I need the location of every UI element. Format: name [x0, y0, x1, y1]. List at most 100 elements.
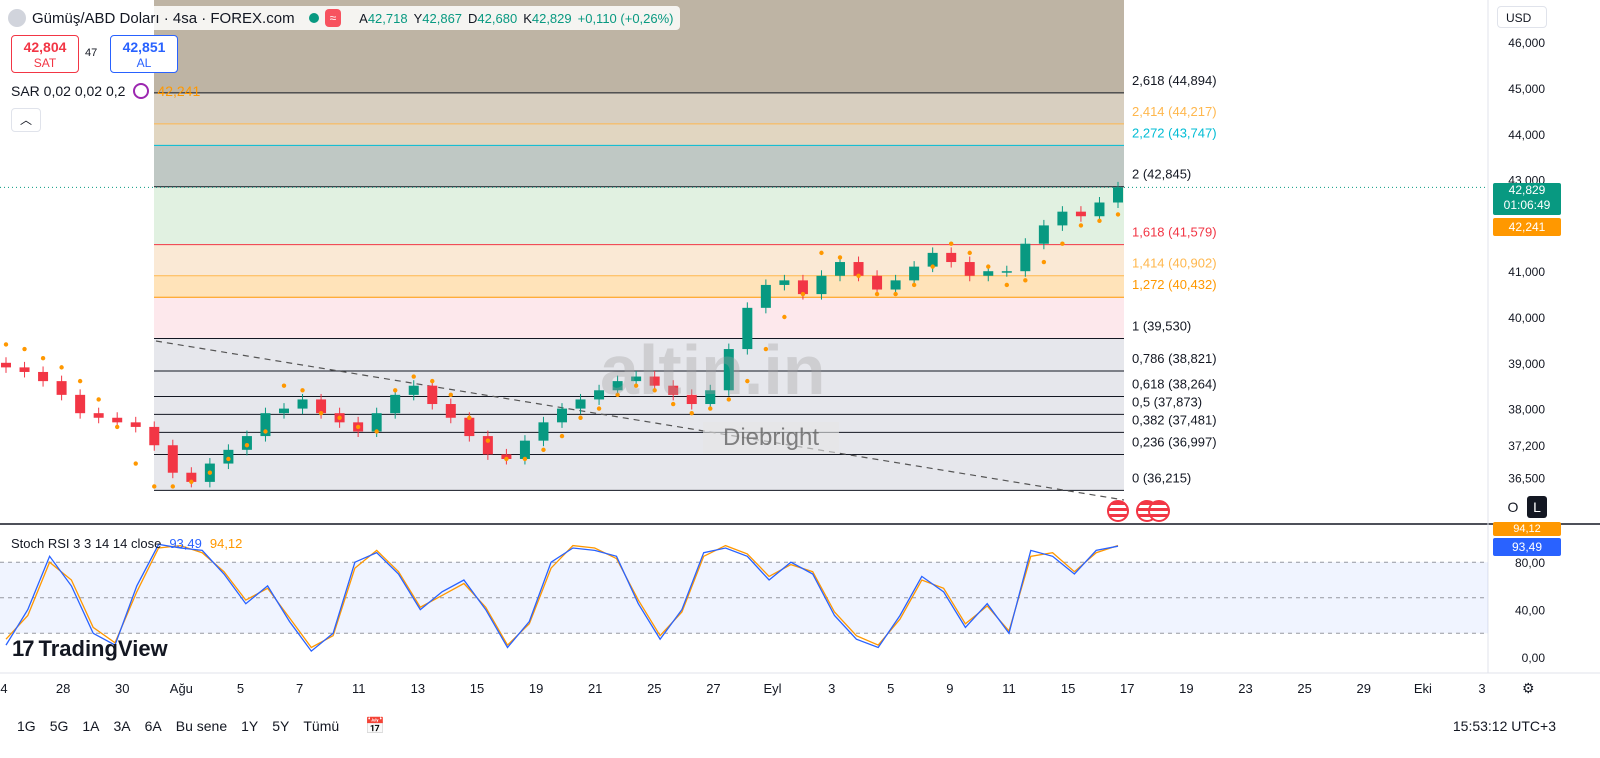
clock[interactable]: 15:53:12 UTC+3 [1452, 718, 1556, 734]
fib-zone [154, 338, 1124, 371]
range-1g[interactable]: 1G [17, 718, 36, 734]
candle-body [890, 280, 901, 290]
sar-point [189, 479, 194, 485]
candle-body [75, 394, 86, 414]
market-status-icon [308, 13, 319, 23]
time-axis-tick: 7 [296, 681, 303, 696]
candle-body [649, 376, 660, 386]
sar-point [726, 397, 731, 402]
candle-body [390, 394, 401, 414]
fib-level-label: 0,786 (38,821) [1132, 351, 1217, 366]
sar-point [930, 264, 935, 269]
range-1a[interactable]: 1A [82, 718, 100, 734]
wave-icon[interactable]: ≈ [324, 9, 342, 27]
candle-body [464, 417, 475, 437]
symbol-title[interactable]: Gümüş/ABD Doları · 4sa · FOREX.com [32, 9, 295, 27]
candle-body [853, 262, 864, 276]
time-axis-tick: 9 [946, 681, 953, 696]
sar-point [1097, 218, 1102, 224]
fib-zone [154, 454, 1124, 491]
range-1y[interactable]: 1Y [241, 718, 259, 734]
collapse-legend-button[interactable]: ︿ [11, 108, 41, 132]
sar-point [967, 250, 972, 256]
candle-body [594, 390, 605, 400]
sar-point [337, 415, 342, 420]
fib-zone [154, 414, 1124, 433]
sar-point [59, 365, 64, 370]
fib-zone [154, 275, 1124, 298]
sar-point [152, 484, 157, 489]
time-axis-tick: 19 [1179, 681, 1193, 696]
candle-body [612, 381, 623, 391]
candle-body [297, 399, 308, 409]
fib-zone [154, 145, 1124, 187]
price-axis-tick: 41,000 [1508, 265, 1545, 279]
us-flag-icon[interactable] [1107, 500, 1129, 522]
fib-level-label: 2,618 (44,894) [1132, 73, 1217, 88]
range-buttons: 1G 5G 1A 3A 6A Bu sene 1Y 5Y Tümü [17, 718, 339, 734]
sar-point [115, 424, 120, 430]
ohlc-open: 42,718 [367, 10, 408, 26]
time-axis-tick: 13 [411, 681, 425, 696]
range-tumu[interactable]: Tümü [303, 718, 340, 734]
sell-button[interactable]: 42,804 SAT [11, 35, 79, 73]
candle-body [668, 385, 679, 395]
range-5g[interactable]: 5G [49, 718, 69, 734]
time-axis-tick: 23 [1238, 681, 1252, 696]
time-axis-tick: Eki [1414, 681, 1432, 696]
time-axis-tick: 11 [352, 681, 366, 696]
price-axis-tick: 46,000 [1508, 36, 1545, 50]
candle-body [557, 408, 567, 423]
sar-point [856, 273, 861, 278]
fib-level-label: 2 (42,845) [1132, 167, 1191, 182]
fib-level-label: 0,236 (36,997) [1132, 435, 1217, 450]
candle-body [316, 399, 327, 414]
sar-point [393, 388, 398, 393]
refresh-icon[interactable] [133, 83, 150, 99]
sar-point [689, 410, 694, 416]
candle-body [1038, 225, 1049, 244]
fib-level-label: 2,272 (43,747) [1132, 125, 1217, 140]
fib-level-label: 0,5 (37,873) [1132, 394, 1202, 409]
bottom-toolbar: 1G 5G 1A 3A 6A Bu sene 1Y 5Y Tümü 📅 [0, 708, 1600, 744]
time-axis-tick: Ağu [170, 681, 193, 696]
range-3a[interactable]: 3A [113, 718, 131, 734]
sar-point [708, 406, 713, 411]
stoch-legend[interactable]: Stoch RSI 3 3 14 14 close 93,49 94,12 [11, 536, 242, 551]
sar-point [615, 392, 620, 398]
symbol-header[interactable]: Gümüş/ABD Doları · 4sa · FOREX.com ≈ A42… [8, 6, 680, 30]
us-flag-icon[interactable] [1148, 500, 1170, 522]
sar-point [1004, 282, 1009, 288]
calendar-goto-icon[interactable]: 📅 [365, 718, 386, 735]
sar-point [1041, 259, 1047, 265]
sar-point [40, 356, 46, 361]
sar-point [318, 410, 324, 416]
last-price-tag: 42,829 01:06:49 [1493, 183, 1561, 215]
candle-body [19, 367, 30, 372]
range-6a[interactable]: 6A [144, 718, 162, 734]
sar-point [1060, 241, 1065, 246]
sar-point [837, 255, 843, 260]
sar-legend[interactable]: SAR 0,02 0,02 0,2 42,241 [11, 83, 200, 99]
range-5y[interactable]: 5Y [272, 718, 290, 734]
stoch-k-value: 93,49 [169, 536, 202, 551]
candle-body [223, 449, 234, 464]
candle-body [1, 362, 11, 368]
candle-body [408, 385, 419, 395]
sar-point [1078, 223, 1084, 228]
stoch-k-line [5, 543, 1119, 653]
range-bu-sene[interactable]: Bu sene [175, 718, 228, 734]
price-axis-tick: 39,000 [1508, 357, 1545, 371]
candle-body [260, 413, 271, 437]
auto-scale-button[interactable]: L [1527, 496, 1547, 518]
ohlc-high: 42,867 [422, 10, 463, 26]
sar-point [1023, 278, 1028, 283]
candle-body [1020, 243, 1031, 272]
log-scale-button[interactable]: O [1503, 496, 1523, 518]
currency-selector[interactable]: USD [1497, 6, 1547, 28]
buy-button[interactable]: 42,851 AL [110, 35, 178, 73]
sar-point [485, 438, 491, 443]
gear-icon[interactable]: ⚙ [1522, 680, 1535, 696]
candle-body [167, 445, 178, 473]
